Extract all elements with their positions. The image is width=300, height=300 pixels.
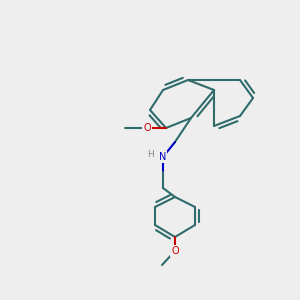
Text: O: O	[171, 246, 179, 256]
Text: H: H	[148, 150, 154, 159]
Text: N: N	[159, 152, 167, 162]
Text: O: O	[143, 123, 151, 133]
